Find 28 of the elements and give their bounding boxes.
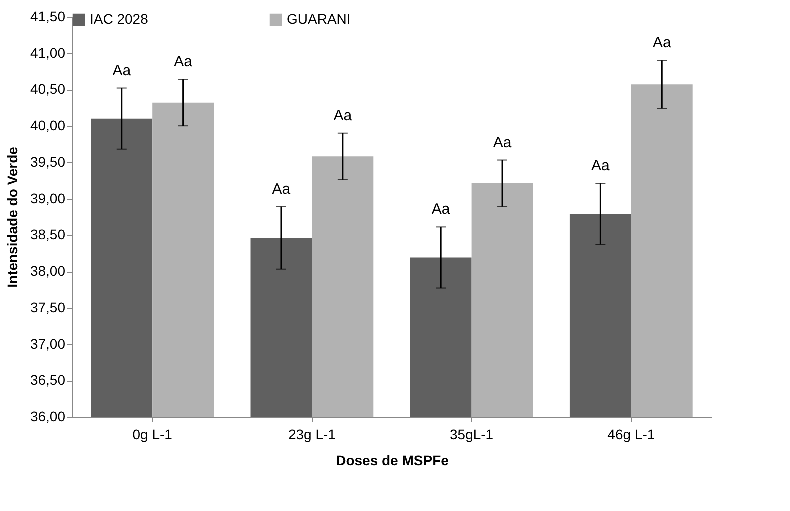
y-tick-label: 36,00 <box>30 408 66 424</box>
annotation: Aa <box>334 107 353 124</box>
x-tick-label: 23g L-1 <box>288 426 336 442</box>
y-tick-label: 40,50 <box>30 81 66 98</box>
annotation: Aa <box>272 180 292 198</box>
annotation: Aa <box>592 158 611 175</box>
y-tick-label: 37,50 <box>30 299 66 316</box>
x-tick-label: 46g L-1 <box>608 426 656 442</box>
y-axis-title: Intensidade do Verde <box>4 146 20 288</box>
y-tick-label: 41,00 <box>30 44 66 61</box>
y-tick-label: 40,00 <box>30 118 66 134</box>
legend-label: IAC 2028 <box>90 11 149 27</box>
y-tick-label: 39,50 <box>30 154 66 170</box>
annotation: Aa <box>432 201 451 218</box>
legend-label: GUARANI <box>287 11 351 27</box>
y-tick-label: 38,50 <box>30 226 66 243</box>
y-tick-label: 38,00 <box>30 263 66 280</box>
x-axis-title: Doses de MSPFe <box>336 452 450 468</box>
annotation: Aa <box>112 62 132 80</box>
y-tick-label: 37,00 <box>30 336 66 352</box>
x-tick-label: 0g L-1 <box>132 426 173 442</box>
annotation: Aa <box>493 134 512 152</box>
x-tick-label: 35gL-1 <box>450 426 494 442</box>
annotation: Aa <box>652 34 672 52</box>
y-tick-label: 39,00 <box>30 190 66 206</box>
y-tick-label: 36,50 <box>30 372 66 388</box>
annotation: Aa <box>174 54 194 71</box>
y-tick-label: 41,50 <box>30 8 66 24</box>
